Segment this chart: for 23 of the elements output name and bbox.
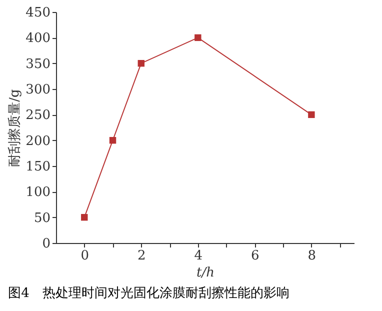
point <box>81 214 88 221</box>
y-tick-label: 400 <box>26 31 50 46</box>
x-axis-title: t/h <box>196 266 214 280</box>
point <box>194 34 202 42</box>
x-tick-label: 8 <box>308 248 316 264</box>
x-tick-label: 0 <box>80 248 90 264</box>
y-tick-label: 0 <box>42 236 50 252</box>
y-tick-label: 250 <box>26 108 50 124</box>
y-tick-label: 100 <box>26 185 50 200</box>
y-axis-title: 耐刮擦质量/g <box>8 89 23 167</box>
y-tick-label: 300 <box>26 82 50 98</box>
x-tick-label: 6 <box>251 248 260 264</box>
y-tick-label: 350 <box>26 56 50 72</box>
y-tick-label: 200 <box>26 134 50 149</box>
point <box>308 111 315 118</box>
x-tick-label: 4 <box>194 248 203 264</box>
point <box>138 60 144 67</box>
y-tick-label: 150 <box>26 160 50 174</box>
x-tick-label: 2 <box>138 248 146 264</box>
text: 图4 热处理时间对光固化涂膜耐刮擦性能的影响 <box>8 286 290 301</box>
y-tick-label: 50 <box>34 210 50 226</box>
point <box>109 136 116 144</box>
y-tick-label: 450 <box>26 6 50 20</box>
